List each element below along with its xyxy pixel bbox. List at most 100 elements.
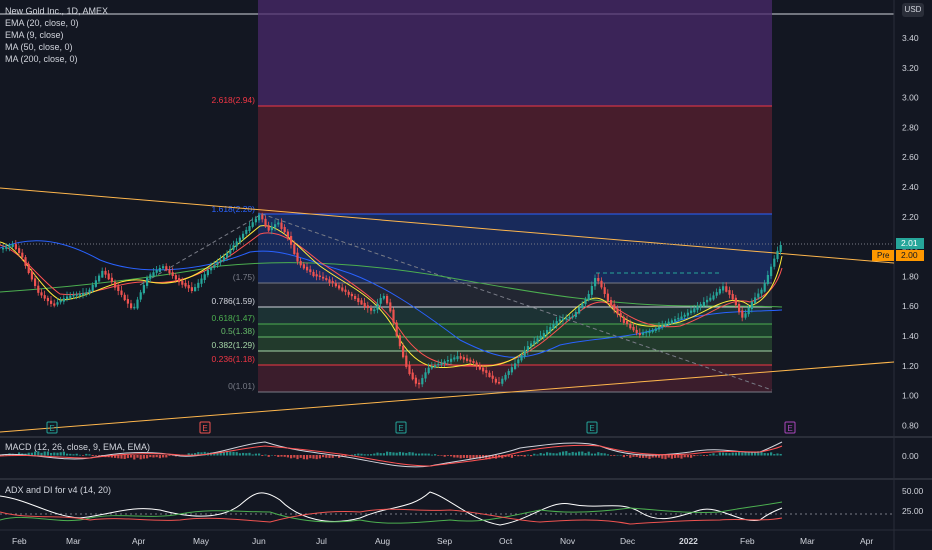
macd-hist-bar (587, 451, 590, 456)
candle-body (254, 218, 257, 223)
candle-body (514, 363, 517, 369)
macd-hist-bar (302, 455, 305, 460)
candle-body (178, 278, 181, 283)
candle-body (382, 296, 385, 299)
candle-body (379, 297, 382, 304)
adx-label[interactable]: ADX and DI for v4 (14, 20) (5, 485, 112, 495)
candle-body (94, 280, 97, 287)
candle-body (136, 299, 139, 309)
candle-body (370, 308, 373, 311)
macd-hist-bar (626, 455, 629, 456)
macd-hist-bar (146, 455, 149, 459)
candle-body (190, 287, 193, 291)
time-label: Dec (620, 536, 636, 546)
symbol-title[interactable]: New Gold Inc., 1D, AMEX (5, 6, 109, 16)
earnings-marker[interactable]: E (46, 421, 58, 434)
macd-hist-bar (85, 453, 88, 456)
macd-label[interactable]: MACD (12, 26, close, 9, EMA, EMA) (5, 442, 151, 452)
candle-body (5, 246, 8, 249)
indicator-ema20[interactable]: EMA (20, close, 0) (5, 18, 79, 28)
candle-body (360, 300, 363, 305)
indicator-ema9[interactable]: EMA (9, close) (5, 30, 64, 40)
candle-body (107, 273, 110, 280)
macd-pane[interactable] (0, 441, 783, 468)
candle-body (27, 263, 30, 274)
earnings-marker[interactable]: E (199, 421, 211, 434)
earnings-marker[interactable]: E (586, 421, 598, 434)
candle-body (597, 278, 600, 282)
time-axis[interactable]: Feb Mar Apr May Jun Jul Aug Sep Oct Nov … (12, 536, 873, 546)
time-label: Feb (740, 536, 755, 546)
price-axis[interactable]: 3.40 3.20 3.00 2.80 2.60 2.40 2.20 2.00 1.80 1.60… (902, 33, 919, 430)
candle-body (130, 303, 133, 309)
candle-body (162, 266, 165, 269)
candle-body (376, 303, 379, 310)
candle-body (245, 229, 248, 234)
candle-body (530, 343, 533, 347)
earnings-marker[interactable]: E (395, 421, 407, 434)
macd-hist-bar (667, 455, 670, 458)
macd-hist-bar (770, 452, 773, 456)
macd-hist-bar (277, 455, 280, 457)
candle-body (533, 340, 536, 345)
indicator-ma50[interactable]: MA (50, close, 0) (5, 42, 73, 52)
candle-body (354, 296, 357, 299)
macd-hist-bar (126, 455, 129, 459)
macd-hist-bar (779, 453, 782, 456)
candle-body (213, 264, 216, 268)
price-axis-label: 3.20 (902, 63, 919, 73)
adx-pane[interactable] (0, 491, 894, 526)
earnings-markers: E E E E E (46, 421, 796, 434)
macd-hist-bar (149, 455, 152, 458)
macd-hist-bar (571, 451, 574, 456)
candle-body (104, 270, 107, 275)
macd-hist-bar (709, 454, 712, 456)
macd-hist-bar (440, 455, 443, 456)
candle-body (366, 305, 369, 309)
macd-hist-bar (520, 455, 523, 457)
candle-body (30, 271, 33, 280)
candle-body (395, 322, 398, 336)
macd-hist-bar (661, 455, 664, 459)
macd-hist-bar (514, 455, 517, 456)
macd-hist-bar (562, 451, 565, 456)
macd-hist-bar (510, 455, 513, 458)
indicator-ma200[interactable]: MA (200, close, 0) (5, 54, 78, 64)
candle-body (456, 356, 459, 360)
candle-body (91, 284, 94, 292)
price-axis-label: 2.20 (902, 212, 919, 222)
candle-body (126, 299, 129, 304)
time-label: Aug (375, 536, 390, 546)
candle-body (626, 320, 629, 325)
macd-hist-bar (680, 455, 683, 459)
macd-hist-bar (734, 452, 737, 456)
descending-trendline[interactable] (0, 187, 895, 264)
ascending-trendline[interactable] (0, 361, 895, 433)
candle-body (776, 250, 779, 260)
candle-body (498, 382, 501, 384)
candle-body (741, 310, 744, 318)
candle-body (402, 346, 405, 358)
price-axis-label: 1.60 (902, 301, 919, 311)
macd-hist-bar (53, 452, 56, 456)
candle-body (760, 289, 763, 294)
macd-hist-bar (402, 452, 405, 456)
fib-label-2618: 2.618(2.94) (212, 95, 256, 105)
macd-hist-bar (114, 455, 117, 458)
candle-body (43, 295, 46, 299)
macd-hist-bar (315, 455, 318, 460)
candle-body (526, 346, 529, 351)
fibonacci-tool[interactable] (258, 0, 772, 393)
macd-hist-bar (590, 453, 593, 456)
candle-body (158, 268, 161, 272)
candle-body (146, 277, 149, 286)
macd-hist-bar (91, 455, 94, 457)
macd-hist-bar (50, 452, 53, 456)
currency-button[interactable]: USD (902, 3, 924, 17)
macd-hist-bar (78, 454, 81, 456)
candle-body (206, 270, 209, 276)
candlestick-series[interactable] (2, 212, 782, 389)
earnings-marker[interactable]: E (784, 421, 796, 434)
macd-hist-bar (584, 453, 587, 456)
